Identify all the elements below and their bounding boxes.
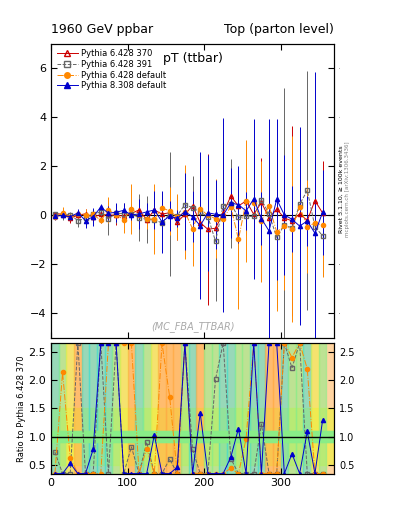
Text: Rivet 3.1.10, ≥ 100k events: Rivet 3.1.10, ≥ 100k events — [339, 145, 344, 233]
Bar — [181, 343, 189, 474]
Bar — [311, 343, 319, 474]
Bar — [235, 343, 242, 474]
Bar — [227, 343, 235, 474]
Bar — [135, 343, 143, 474]
Bar — [51, 431, 334, 442]
Bar — [242, 343, 250, 474]
Bar — [66, 343, 74, 474]
Text: (MC_FBA_TTBAR): (MC_FBA_TTBAR) — [151, 321, 234, 332]
Bar — [296, 343, 303, 474]
Bar — [51, 431, 334, 442]
Text: mcplots.cern.ch [arXiv:1306.3436]: mcplots.cern.ch [arXiv:1306.3436] — [345, 142, 350, 237]
Bar — [59, 343, 66, 474]
Bar — [219, 343, 227, 474]
Bar — [303, 343, 311, 474]
Bar — [143, 343, 151, 474]
Bar — [319, 343, 327, 474]
Text: pT (ttbar): pT (ttbar) — [163, 52, 222, 66]
Bar — [257, 343, 265, 474]
Bar — [158, 343, 166, 474]
Bar — [273, 343, 281, 474]
Legend: Pythia 6.428 370, Pythia 6.428 391, Pythia 6.428 default, Pythia 8.308 default: Pythia 6.428 370, Pythia 6.428 391, Pyth… — [55, 48, 168, 92]
Bar — [204, 343, 212, 474]
Bar — [51, 409, 334, 465]
Bar — [166, 343, 173, 474]
Bar — [120, 343, 128, 474]
Bar — [151, 343, 158, 474]
Bar — [82, 343, 89, 474]
Bar — [212, 343, 219, 474]
Bar — [196, 343, 204, 474]
Bar — [89, 343, 97, 474]
Bar — [51, 343, 59, 474]
Bar — [74, 343, 82, 474]
Bar — [97, 343, 105, 474]
Bar — [281, 343, 288, 474]
Bar — [288, 343, 296, 474]
Bar — [250, 343, 257, 474]
Bar — [265, 343, 273, 474]
Y-axis label: Ratio to Pythia 6.428 370: Ratio to Pythia 6.428 370 — [17, 355, 26, 462]
Bar — [189, 343, 196, 474]
Bar — [128, 343, 135, 474]
Bar — [112, 343, 120, 474]
Bar — [51, 343, 334, 474]
Bar — [105, 343, 112, 474]
Bar — [173, 343, 181, 474]
Text: 1960 GeV ppbar: 1960 GeV ppbar — [51, 23, 153, 36]
Text: Top (parton level): Top (parton level) — [224, 23, 334, 36]
